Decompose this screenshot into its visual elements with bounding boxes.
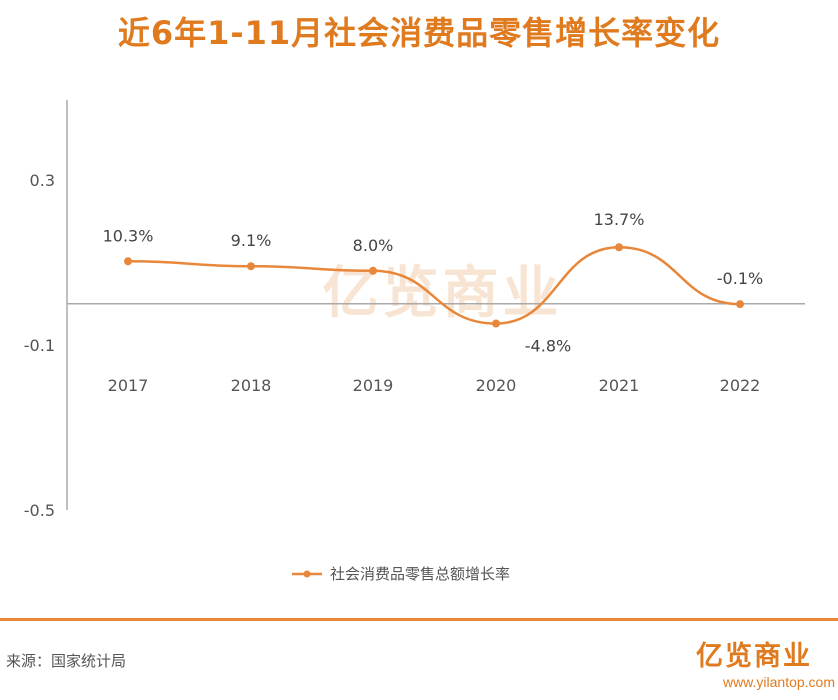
y-tick-label: -0.1: [24, 336, 55, 355]
data-label: -0.1%: [717, 269, 763, 288]
y-tick-label: 0.3: [30, 171, 55, 190]
x-tick-label: 2022: [720, 376, 761, 395]
data-point: [492, 319, 500, 328]
data-label: -4.8%: [525, 337, 571, 356]
x-tick-label: 2018: [231, 376, 272, 395]
data-label: 8.0%: [353, 236, 394, 255]
data-label: 9.1%: [231, 231, 272, 250]
y-tick-label: -0.5: [24, 501, 55, 520]
x-tick-label: 2017: [108, 376, 149, 395]
data-label: 10.3%: [103, 226, 154, 245]
chart-title: 近6年1-11月社会消费品零售增长率变化: [117, 14, 721, 52]
data-point: [247, 262, 255, 271]
legend-label: 社会消费品零售总额增长率: [330, 565, 510, 583]
legend-swatch-marker: [303, 570, 311, 578]
brand-website: www.yilantop.com: [722, 674, 835, 690]
data-point: [615, 243, 623, 252]
x-tick-label: 2021: [599, 376, 640, 395]
data-point: [369, 266, 377, 275]
data-point: [736, 300, 744, 309]
source-note: 来源：国家统计局: [6, 652, 127, 670]
x-tick-label: 2019: [353, 376, 394, 395]
data-label: 13.7%: [594, 210, 645, 229]
brand-logo: 亿览商业: [696, 641, 812, 672]
data-point: [124, 257, 132, 266]
footer-divider: [0, 618, 838, 621]
x-tick-label: 2020: [476, 376, 517, 395]
